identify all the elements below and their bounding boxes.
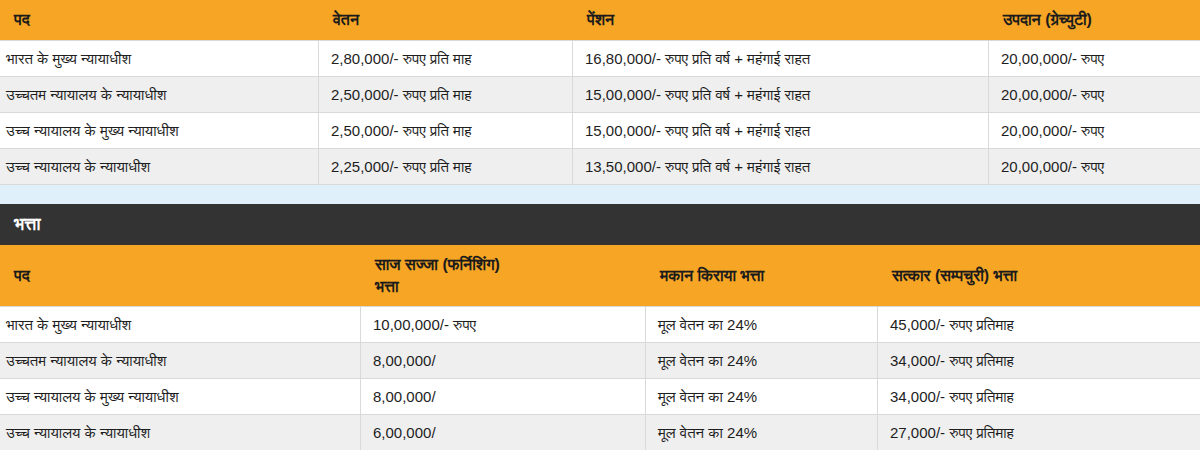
cell-sumptuary-allowance: 34,000/- रुपए प्रतिमाह <box>877 379 1200 414</box>
section-gap <box>0 184 1200 204</box>
table-row: उच्च न्यायालय के न्यायाधीश 2,25,000/- रु… <box>0 148 1200 184</box>
cell-salary: 2,25,000/- रुपए प्रति माह <box>318 149 572 184</box>
section-title: भत्ता <box>14 214 40 235</box>
cell-position: भारत के मुख्य न्यायाधीश <box>0 307 360 342</box>
column-header-pension: पेंशन <box>572 0 988 40</box>
cell-pension: 15,00,000/- रुपए प्रति वर्ष + महंगाई राह… <box>572 77 988 112</box>
column-header-furnishing-allowance: साज सज्जा (फर्निशिंग) भत्ता <box>360 245 645 306</box>
cell-sumptuary-allowance: 27,000/- रुपए प्रतिमाह <box>877 415 1200 450</box>
cell-position: उच्च न्यायालय के न्यायाधीश <box>0 149 318 184</box>
salary-table-header-row: पद वेतन पेंशन उपदान (ग्रेच्युटी) <box>0 0 1200 40</box>
cell-position: उच्च न्यायालय के न्यायाधीश <box>0 415 360 450</box>
cell-house-rent-allowance: मूल वेतन का 24% <box>645 379 877 414</box>
cell-furnishing-allowance: 8,00,000/ <box>360 343 645 378</box>
cell-sumptuary-allowance: 45,000/- रुपए प्रतिमाह <box>877 307 1200 342</box>
table-row: उच्चतम न्यायालय के न्यायाधीश 8,00,000/ म… <box>0 342 1200 378</box>
cell-house-rent-allowance: मूल वेतन का 24% <box>645 343 877 378</box>
cell-furnishing-allowance: 6,00,000/ <box>360 415 645 450</box>
cell-pension: 16,80,000/- रुपए प्रति वर्ष + महंगाई राह… <box>572 41 988 76</box>
cell-house-rent-allowance: मूल वेतन का 24% <box>645 415 877 450</box>
section-heading-bar: भत्ता <box>0 204 1200 245</box>
cell-position: भारत के मुख्य न्यायाधीश <box>0 41 318 76</box>
table-row: उच्चतम न्यायालय के न्यायाधीश 2,50,000/- … <box>0 76 1200 112</box>
cell-sumptuary-allowance: 34,000/- रुपए प्रतिमाह <box>877 343 1200 378</box>
cell-position: उच्च न्यायालय के मुख्य न्यायाधीश <box>0 379 360 414</box>
cell-salary: 2,80,000/- रुपए प्रति माह <box>318 41 572 76</box>
cell-furnishing-allowance: 8,00,000/ <box>360 379 645 414</box>
cell-pension: 13,50,000/- रुपए प्रति वर्ष + महंगाई राह… <box>572 149 988 184</box>
cell-gratuity: 20,00,000/- रुपए <box>988 41 1200 76</box>
column-header-position: पद <box>0 0 318 40</box>
salary-table: पद वेतन पेंशन उपदान (ग्रेच्युटी) भारत के… <box>0 0 1200 184</box>
cell-salary: 2,50,000/- रुपए प्रति माह <box>318 77 572 112</box>
cell-gratuity: 20,00,000/- रुपए <box>988 77 1200 112</box>
cell-position: उच्चतम न्यायालय के न्यायाधीश <box>0 77 318 112</box>
table-row: उच्च न्यायालय के मुख्य न्यायाधीश 8,00,00… <box>0 378 1200 414</box>
column-header-sumptuary-allowance: सत्कार (सम्पचुरी) भत्ता <box>877 245 1200 306</box>
cell-position: उच्चतम न्यायालय के न्यायाधीश <box>0 343 360 378</box>
cell-furnishing-allowance: 10,00,000/- रुपए <box>360 307 645 342</box>
cell-gratuity: 20,00,000/- रुपए <box>988 113 1200 148</box>
cell-pension: 15,00,000/- रुपए प्रति वर्ष + महंगाई राह… <box>572 113 988 148</box>
column-header-gratuity: उपदान (ग्रेच्युटी) <box>988 0 1200 40</box>
allowance-table: पद साज सज्जा (फर्निशिंग) भत्ता मकान किरा… <box>0 245 1200 450</box>
cell-position: उच्च न्यायालय के मुख्य न्यायाधीश <box>0 113 318 148</box>
table-row: उच्च न्यायालय के मुख्य न्यायाधीश 2,50,00… <box>0 112 1200 148</box>
column-header-house-rent-allowance: मकान किराया भत्ता <box>645 245 877 306</box>
allowance-table-header-row: पद साज सज्जा (फर्निशिंग) भत्ता मकान किरा… <box>0 245 1200 306</box>
column-header-position: पद <box>0 245 360 306</box>
table-row: उच्च न्यायालय के न्यायाधीश 6,00,000/ मूल… <box>0 414 1200 450</box>
column-header-salary: वेतन <box>318 0 572 40</box>
cell-salary: 2,50,000/- रुपए प्रति माह <box>318 113 572 148</box>
cell-gratuity: 20,00,000/- रुपए <box>988 149 1200 184</box>
cell-house-rent-allowance: मूल वेतन का 24% <box>645 307 877 342</box>
table-row: भारत के मुख्य न्यायाधीश 2,80,000/- रुपए … <box>0 40 1200 76</box>
table-row: भारत के मुख्य न्यायाधीश 10,00,000/- रुपए… <box>0 306 1200 342</box>
